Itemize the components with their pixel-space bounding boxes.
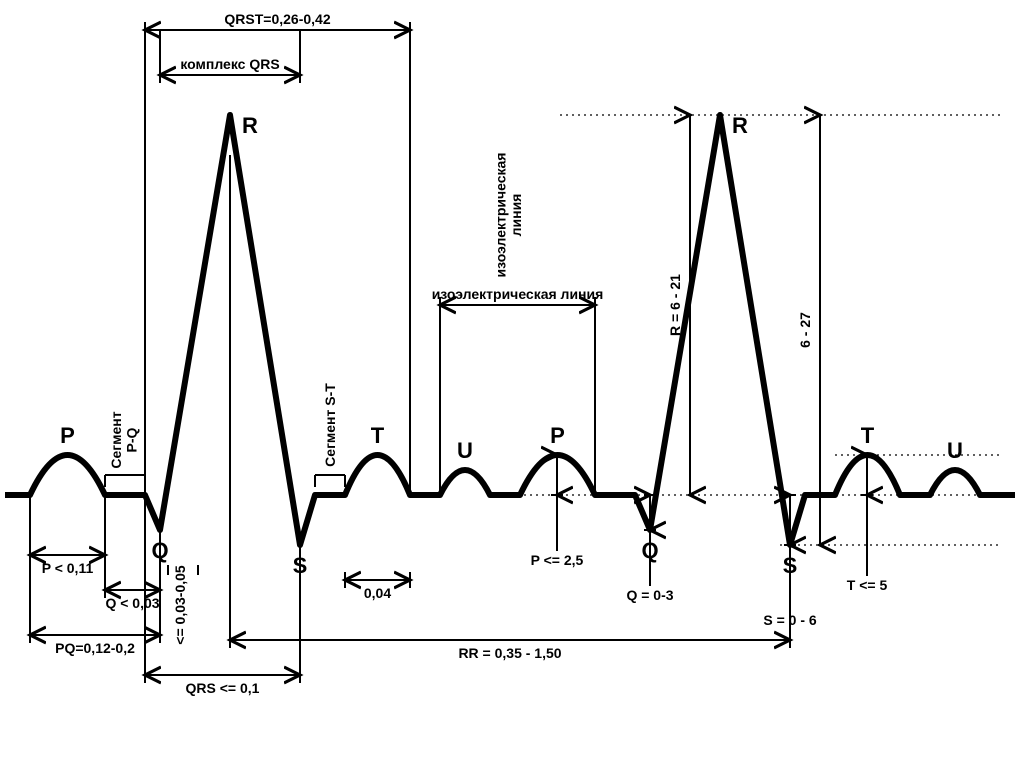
- dim-q-amplitude-label: Q = 0-3: [626, 587, 673, 603]
- horizontal-dimensions: QRST=0,26-0,42 комплекс QRS P < 0,11 Q < 0,…: [30, 11, 790, 696]
- label-isoelectric-vertical: изоэлектрическаялиния: [493, 153, 524, 278]
- dim-t-amplitude-label: T <= 5: [847, 577, 888, 593]
- label-R2: R: [732, 113, 748, 138]
- dim-pq-duration: PQ=0,12-0,2: [30, 627, 160, 656]
- ecg-waveform: [5, 115, 1015, 545]
- dim-q-amplitude: Q = 0-3: [626, 495, 673, 603]
- dim-st-gap-label: 0,04: [364, 585, 391, 601]
- dim-q-duration-label: Q < 0,03: [105, 595, 159, 611]
- label-segment-pq: СегментP-Q: [108, 411, 139, 468]
- dotted-guides: [500, 115, 1000, 545]
- label-segment-st: Сегмент S-T: [322, 383, 338, 467]
- dim-rr-interval: RR = 0,35 - 1,50: [230, 632, 790, 661]
- dim-qrs-duration: QRS <= 0,1: [145, 667, 300, 696]
- dim-qrs-complex-label: комплекс QRS: [180, 56, 279, 72]
- dim-st-gap: 0,04: [345, 572, 410, 601]
- dim-qrs-duration-label: QRS <= 0,1: [186, 680, 260, 696]
- label-T2: T: [861, 423, 875, 448]
- vertical-segment-labels: СегментP-Q Сегмент S-T <= 0,03-0,05 изоэлек…: [105, 153, 524, 645]
- dim-qrst: QRST=0,26-0,42: [145, 11, 410, 38]
- dim-s-amplitude-label: S = 0 - 6: [763, 612, 817, 628]
- label-P2: P: [550, 423, 565, 448]
- dim-p-amplitude-label: P <= 2,5: [531, 552, 584, 568]
- dim-q-duration: Q < 0,03: [105, 582, 160, 611]
- label-P1: P: [60, 423, 75, 448]
- dim-qrs-complex: комплекс QRS: [160, 56, 300, 83]
- dim-p-duration-label: P < 0,11: [42, 560, 94, 576]
- wave-letter-labels: PRQSTUPRQSTU: [60, 113, 963, 578]
- dim-t-amplitude: T <= 5: [847, 455, 888, 593]
- label-T1: T: [371, 423, 385, 448]
- dim-full-height-label: 6 - 27: [797, 312, 813, 348]
- dim-rr-interval-label: RR = 0,35 - 1,50: [458, 645, 561, 661]
- label-r-width: <= 0,03-0,05: [172, 565, 188, 645]
- dim-p-amplitude: P <= 2,5: [531, 455, 584, 568]
- dim-isoelectric-label: изоэлектрическая линия: [432, 286, 604, 302]
- dim-isoelectric: изоэлектрическая линия: [432, 286, 604, 313]
- label-U1: U: [457, 438, 473, 463]
- label-R1: R: [242, 113, 258, 138]
- label-U2: U: [947, 438, 963, 463]
- dim-r-height-label: R = 6 - 21: [667, 274, 683, 336]
- dim-p-duration: P < 0,11: [30, 547, 105, 576]
- dim-full-height: 6 - 27: [797, 115, 820, 545]
- dim-pq-duration-label: PQ=0,12-0,2: [55, 640, 135, 656]
- dim-qrst-label: QRST=0,26-0,42: [224, 11, 330, 27]
- dim-s-amplitude: S = 0 - 6: [763, 495, 817, 628]
